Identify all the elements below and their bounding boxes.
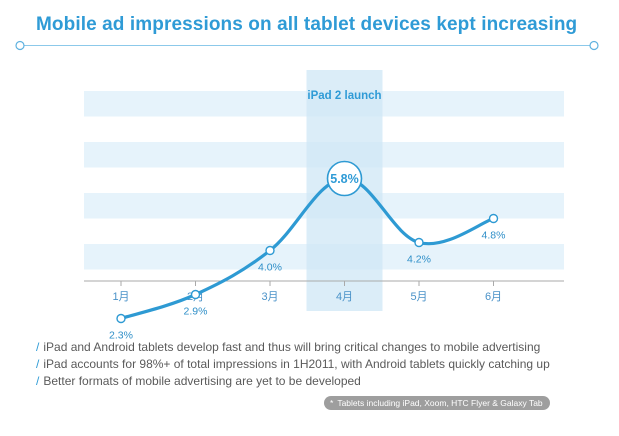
page-title: Mobile ad impressions on all tablet devi… bbox=[36, 14, 578, 35]
data-label: 2.9% bbox=[184, 306, 208, 318]
highlight-point bbox=[326, 160, 363, 197]
bullet-marker: / bbox=[36, 374, 40, 388]
data-label: 5.8% bbox=[330, 172, 359, 186]
x-tick-label: 4月 bbox=[336, 291, 353, 303]
x-tick-label: 3月 bbox=[261, 291, 278, 303]
data-label: 4.2% bbox=[407, 254, 431, 266]
highlight-label: iPad 2 launch bbox=[307, 90, 381, 102]
bullet-text: Better formats of mobile advertising are… bbox=[43, 374, 361, 388]
footnote-badge: * Tablets including iPad, Xoom, HTC Flyer… bbox=[324, 396, 550, 410]
data-point bbox=[265, 245, 275, 256]
x-tick-label: 6月 bbox=[485, 291, 502, 303]
bullet-marker: / bbox=[36, 357, 40, 371]
x-tick-label: 5月 bbox=[410, 291, 427, 303]
bullet-item: / iPad accounts for 98%+ of total impress… bbox=[36, 356, 550, 373]
data-point bbox=[414, 237, 424, 248]
title-rule-right-dot bbox=[589, 40, 599, 51]
data-point bbox=[190, 289, 201, 300]
footnote-marker: * bbox=[330, 398, 334, 408]
bullet-text: iPad and Android tablets develop fast an… bbox=[43, 340, 541, 354]
data-label: 2.3% bbox=[109, 330, 133, 342]
bullet-list: / iPad and Android tablets develop fast a… bbox=[36, 339, 550, 390]
bullet-text: iPad accounts for 98%+ of total impressi… bbox=[43, 357, 550, 371]
data-point bbox=[488, 213, 499, 224]
bullet-marker: / bbox=[36, 340, 40, 354]
footnote-text: Tablets including iPad, Xoom, HTC Flyer … bbox=[337, 398, 543, 408]
data-point bbox=[116, 313, 126, 324]
x-tick-label: 1月 bbox=[112, 291, 129, 303]
data-label: 4.0% bbox=[258, 262, 282, 274]
title-rule-left-dot bbox=[15, 40, 25, 51]
bullet-item: / Better formats of mobile advertising ar… bbox=[36, 373, 550, 390]
bullet-item: / iPad and Android tablets develop fast a… bbox=[36, 339, 550, 356]
data-label: 4.8% bbox=[482, 230, 506, 242]
